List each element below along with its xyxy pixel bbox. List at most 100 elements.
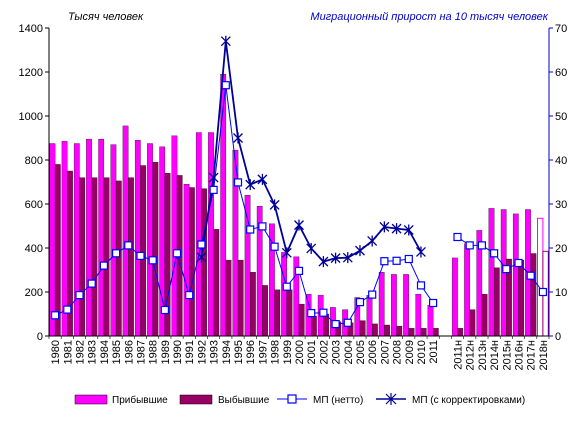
- bar-departures: [493, 267, 500, 337]
- point-net-migration: [99, 261, 109, 270]
- right-tick-label: 70: [555, 23, 567, 35]
- x-tick-label: 2010: [416, 340, 428, 364]
- bar-arrivals: [86, 138, 92, 337]
- point-adjusted-migration: [415, 246, 426, 258]
- bar-arrivals: [183, 184, 190, 337]
- bar-arrivals: [378, 272, 385, 337]
- bar-arrivals: [281, 252, 287, 337]
- x-tick-label: 2006: [367, 340, 379, 364]
- bar-arrivals: [134, 140, 141, 337]
- point-adjusted-migration: [245, 179, 256, 191]
- x-tick-label: 2015н: [501, 340, 513, 371]
- x-tick-label: 2013н: [477, 340, 489, 371]
- point-net-migration: [368, 290, 377, 299]
- right-tick-label: 20: [555, 243, 567, 255]
- point-net-migration: [270, 242, 279, 251]
- point-net-migration: [246, 225, 255, 234]
- point-net-migration: [136, 251, 145, 260]
- x-tick-label: 1991: [184, 340, 196, 364]
- x-tick-label: 2005: [355, 340, 367, 364]
- x-tick-label: 2018н: [538, 340, 550, 371]
- point-net-migration: [526, 271, 535, 280]
- x-tick-label: 1986: [123, 340, 135, 364]
- bar-departures: [91, 177, 98, 337]
- right-axis-label: Миграционный прирост на 10 тысяч человек: [310, 11, 548, 23]
- point-net-migration: [209, 185, 218, 194]
- left-tick-label: 200: [25, 287, 43, 299]
- point-adjusted-migration: [403, 224, 414, 236]
- bar-arrivals: [512, 213, 519, 337]
- point-adjusted-migration: [379, 221, 390, 233]
- x-tick-label: 2017н: [526, 340, 538, 371]
- point-net-migration: [75, 291, 84, 300]
- left-tick-label: 800: [25, 155, 43, 167]
- point-net-migration: [355, 298, 365, 307]
- point-net-migration: [233, 178, 243, 187]
- x-tick-label: 1992: [196, 340, 208, 364]
- point-net-migration: [514, 258, 523, 268]
- bar-departures: [311, 316, 317, 337]
- point-net-migration: [148, 256, 157, 265]
- bar-departures: [457, 328, 464, 337]
- point-adjusted-migration: [257, 173, 268, 185]
- point-net-migration: [282, 282, 291, 291]
- x-tick-label: 2002: [318, 340, 330, 364]
- point-adjusted-migration: [196, 251, 207, 263]
- bar-departures: [237, 259, 244, 337]
- bar-arrivals: [98, 138, 105, 337]
- x-tick-label: 1988: [148, 340, 160, 364]
- bar-departures: [396, 325, 403, 337]
- x-tick-label: 1998: [270, 340, 282, 364]
- point-net-migration: [172, 249, 182, 258]
- x-tick-label: 1994: [221, 340, 233, 364]
- point-adjusted-migration: [367, 235, 378, 247]
- point-adjusted-migration: [281, 247, 292, 259]
- x-tick-label: 1996: [245, 340, 257, 364]
- bar-departures: [115, 180, 122, 337]
- x-tick-label: 1983: [87, 340, 99, 364]
- bar-departures: [152, 162, 159, 337]
- x-tick-label: 1980: [50, 340, 62, 364]
- x-tick-label: 1985: [111, 340, 123, 364]
- point-net-migration: [343, 318, 352, 327]
- point-net-migration: [416, 281, 426, 290]
- point-net-migration: [258, 222, 267, 231]
- point-net-migration: [477, 241, 486, 250]
- bar-arrivals: [171, 135, 178, 337]
- bar-departures: [298, 303, 305, 337]
- bar-departures: [359, 320, 366, 337]
- bar-arrivals: [244, 195, 251, 337]
- point-adjusted-migration: [294, 219, 304, 231]
- right-tick-label: 60: [555, 67, 567, 79]
- left-tick-label: 1200: [19, 67, 43, 79]
- point-net-migration: [294, 266, 304, 275]
- left-tick-label: 600: [25, 199, 43, 211]
- x-tick-label: 2011: [428, 340, 440, 364]
- right-tick-label: 10: [555, 287, 567, 299]
- bar-departures: [469, 309, 476, 337]
- x-tick-label: 2014н: [489, 340, 501, 371]
- bar-departures: [420, 328, 427, 337]
- right-tick-label: 0: [555, 331, 561, 343]
- bar-departures: [384, 324, 390, 337]
- x-tick-label: 1989: [160, 340, 172, 364]
- x-tick-label: 2011н: [453, 340, 465, 370]
- legend: Прибывшие Выбывшие МП (нетто) МП (с корр…: [74, 393, 525, 406]
- point-net-migration: [538, 287, 548, 297]
- x-tick-label: 1982: [75, 340, 87, 364]
- x-tick-label: 2000: [294, 340, 306, 364]
- bar-arrivals: [427, 305, 434, 337]
- x-tick-label: 2009: [404, 340, 416, 364]
- bar-departures: [518, 259, 525, 337]
- bar-departures: [140, 165, 147, 337]
- point-net-migration: [111, 249, 121, 258]
- point-net-migration: [50, 311, 60, 320]
- right-tick-label: 50: [555, 111, 567, 123]
- bar-departures: [201, 188, 207, 337]
- bar-departures: [481, 294, 488, 337]
- x-tick-label: 2016н: [514, 340, 526, 371]
- point-net-migration: [124, 241, 133, 250]
- bar-arrivals: [537, 217, 544, 337]
- point-adjusted-migration: [269, 199, 280, 211]
- x-tick-label: 1995: [233, 340, 245, 364]
